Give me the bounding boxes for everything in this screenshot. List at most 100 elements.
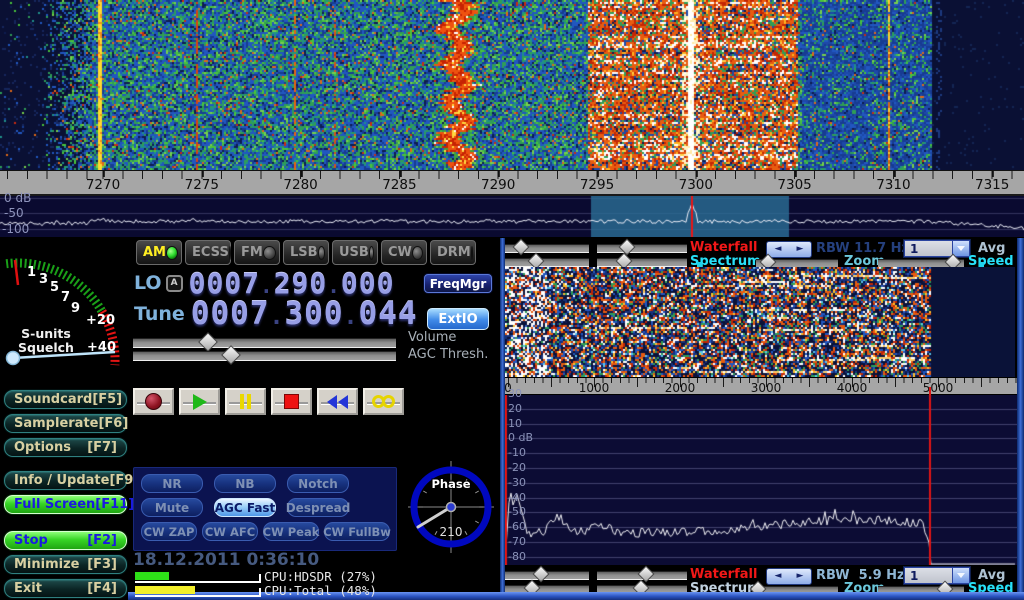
mode-button-usb[interactable]: USB: [332, 240, 378, 265]
smeter-red-arc: [98, 309, 120, 366]
dsp-button-agc-fast[interactable]: AGC Fast: [214, 498, 276, 517]
frequency-digit[interactable]: 9: [291, 266, 310, 300]
dsp-button-mute[interactable]: Mute: [141, 498, 203, 517]
frequency-digit[interactable]: 0: [188, 266, 207, 300]
stop-button[interactable]: [271, 388, 312, 415]
frequency-digit[interactable]: 0: [340, 266, 359, 300]
avg-label: Avg: [978, 241, 1006, 256]
spectrum-range-slider[interactable]: [597, 252, 687, 270]
mode-button-am[interactable]: AM: [136, 240, 182, 265]
record-button[interactable]: [133, 388, 174, 415]
waterfall-label[interactable]: Waterfall: [690, 240, 758, 255]
waterfall-label[interactable]: Waterfall: [690, 567, 758, 582]
avg-select[interactable]: 1: [904, 240, 970, 257]
frequency-digit[interactable]: 2: [273, 266, 292, 300]
rbw-spin-button[interactable]: ◄ ►: [766, 241, 812, 258]
dsp-button-despread[interactable]: Despread: [286, 498, 350, 517]
dsp-button-cw-fullbw[interactable]: CW FullBw: [323, 522, 391, 541]
spectrum-label[interactable]: Spectrum: [690, 254, 761, 269]
waterfall-brightness-slider[interactable]: [504, 565, 589, 583]
button-label: Options: [14, 440, 71, 455]
frequency-digit[interactable]: 7: [249, 296, 270, 332]
mode-button-ecss[interactable]: ECSS: [185, 240, 231, 265]
slider-thumb[interactable]: [512, 238, 530, 256]
spin-left-icon[interactable]: ◄: [774, 571, 782, 581]
tune-frequency-display[interactable]: 0007.300.044: [191, 296, 418, 332]
slider-thumb[interactable]: [197, 332, 218, 352]
waterfall-contrast-slider[interactable]: [597, 238, 687, 256]
freqmgr-button[interactable]: FreqMgr: [424, 274, 492, 293]
frequency-digit[interactable]: 0: [358, 266, 377, 300]
frequency-digit[interactable]: 0: [210, 296, 231, 332]
frequency-digit[interactable]: 0: [224, 266, 243, 300]
audio-spectrum-display[interactable]: [505, 395, 1017, 565]
left-button-soundcard[interactable]: Soundcard [F5]: [4, 390, 127, 409]
left-button-samplerate[interactable]: Samplerate [F6]: [4, 414, 128, 433]
waterfall-brightness-slider[interactable]: [504, 238, 589, 256]
frequency-digit[interactable]: 0: [309, 266, 328, 300]
frequency-digit[interactable]: 0: [376, 266, 395, 300]
frequency-digit[interactable]: 7: [242, 266, 261, 300]
left-button-stop[interactable]: Stop [F2]: [4, 531, 127, 550]
frequency-digit[interactable]: 4: [397, 296, 418, 332]
dsp-button-notch[interactable]: Notch: [287, 474, 349, 493]
phase-needle: [416, 505, 453, 529]
mode-button-lsb[interactable]: LSB: [283, 240, 329, 265]
loop-button[interactable]: [363, 388, 404, 415]
dsp-button-cw-zap[interactable]: CW ZAP: [141, 522, 197, 541]
waterfall-contrast-slider[interactable]: [597, 565, 687, 583]
frequency-digit[interactable]: 0: [206, 266, 225, 300]
dsp-button-nb[interactable]: NB: [214, 474, 276, 493]
agc-threshold-slider[interactable]: [133, 345, 396, 365]
play-button[interactable]: [179, 388, 220, 415]
frequency-digit[interactable]: 3: [284, 296, 305, 332]
slider-thumb[interactable]: [618, 238, 636, 256]
frequency-digit[interactable]: 0: [304, 296, 324, 332]
spin-left-icon[interactable]: ◄: [774, 244, 782, 254]
cpu-usage-label: CPU:Total (48%): [264, 583, 377, 598]
audio-waterfall-display[interactable]: [505, 267, 1015, 377]
volume-slider[interactable]: [133, 332, 396, 352]
pause-button[interactable]: [225, 388, 266, 415]
avg-select[interactable]: 1: [904, 567, 970, 584]
slider-thumb[interactable]: [221, 345, 242, 365]
cpu-bar-track: [135, 585, 261, 597]
lo-auto-badge[interactable]: A: [165, 274, 183, 292]
left-button-exit[interactable]: Exit [F4]: [4, 579, 127, 598]
slider-thumb[interactable]: [532, 565, 550, 583]
rewind-button[interactable]: [317, 388, 358, 415]
rbw-spin-button[interactable]: ◄ ►: [766, 568, 812, 585]
audio-frequency-scale[interactable]: 0 1000 2000 3000 4000 5000: [505, 377, 1017, 395]
dsp-button-cw-afc[interactable]: CW AFC: [202, 522, 258, 541]
spin-right-icon[interactable]: ►: [796, 244, 804, 254]
frequency-digit[interactable]: 0: [230, 296, 250, 332]
frequency-digit[interactable]: 0: [190, 296, 211, 332]
lo-frequency-display[interactable]: 0007.290.000: [189, 267, 395, 300]
dropdown-arrow-icon[interactable]: [952, 241, 969, 256]
mode-button-drm[interactable]: DRM: [430, 240, 476, 265]
left-button-options[interactable]: Options [F7]: [4, 438, 127, 457]
rf-scale-label: 7310: [876, 171, 911, 193]
dsp-button-nr[interactable]: NR: [141, 474, 203, 493]
audio-db-label: -10: [508, 446, 526, 460]
mode-button-fm[interactable]: FM: [234, 240, 280, 265]
left-button-minimize[interactable]: Minimize [F3]: [4, 555, 127, 574]
rf-waterfall-display[interactable]: [0, 0, 1024, 170]
frequency-digit[interactable]: 0: [323, 296, 344, 332]
dropdown-arrow-icon[interactable]: [952, 568, 969, 583]
dsp-button-cw-peak[interactable]: CW Peak: [263, 522, 319, 541]
frequency-digit[interactable]: 4: [378, 296, 398, 332]
extio-button[interactable]: ExtIO: [427, 308, 489, 330]
rf-frequency-scale[interactable]: 7270 7275 7280 7285 7290 7295 7300 7305 7310 7315: [0, 170, 1024, 196]
frequency-digit[interactable]: 0: [358, 296, 379, 332]
squelch-needle[interactable]: [12, 350, 116, 360]
squelch-knob[interactable]: [5, 350, 21, 366]
spectrum-gain-slider[interactable]: [504, 252, 589, 270]
mode-button-cw[interactable]: CW: [381, 240, 427, 265]
button-key: [F11]: [95, 497, 135, 512]
spin-right-icon[interactable]: ►: [796, 571, 804, 581]
rf-spectrum-overview[interactable]: [0, 196, 1024, 237]
smeter-scale-number: 7: [61, 290, 70, 305]
left-button-full-screen[interactable]: Full Screen [F11]: [4, 495, 134, 514]
left-button-info-update[interactable]: Info / Update [F9]: [4, 471, 139, 490]
